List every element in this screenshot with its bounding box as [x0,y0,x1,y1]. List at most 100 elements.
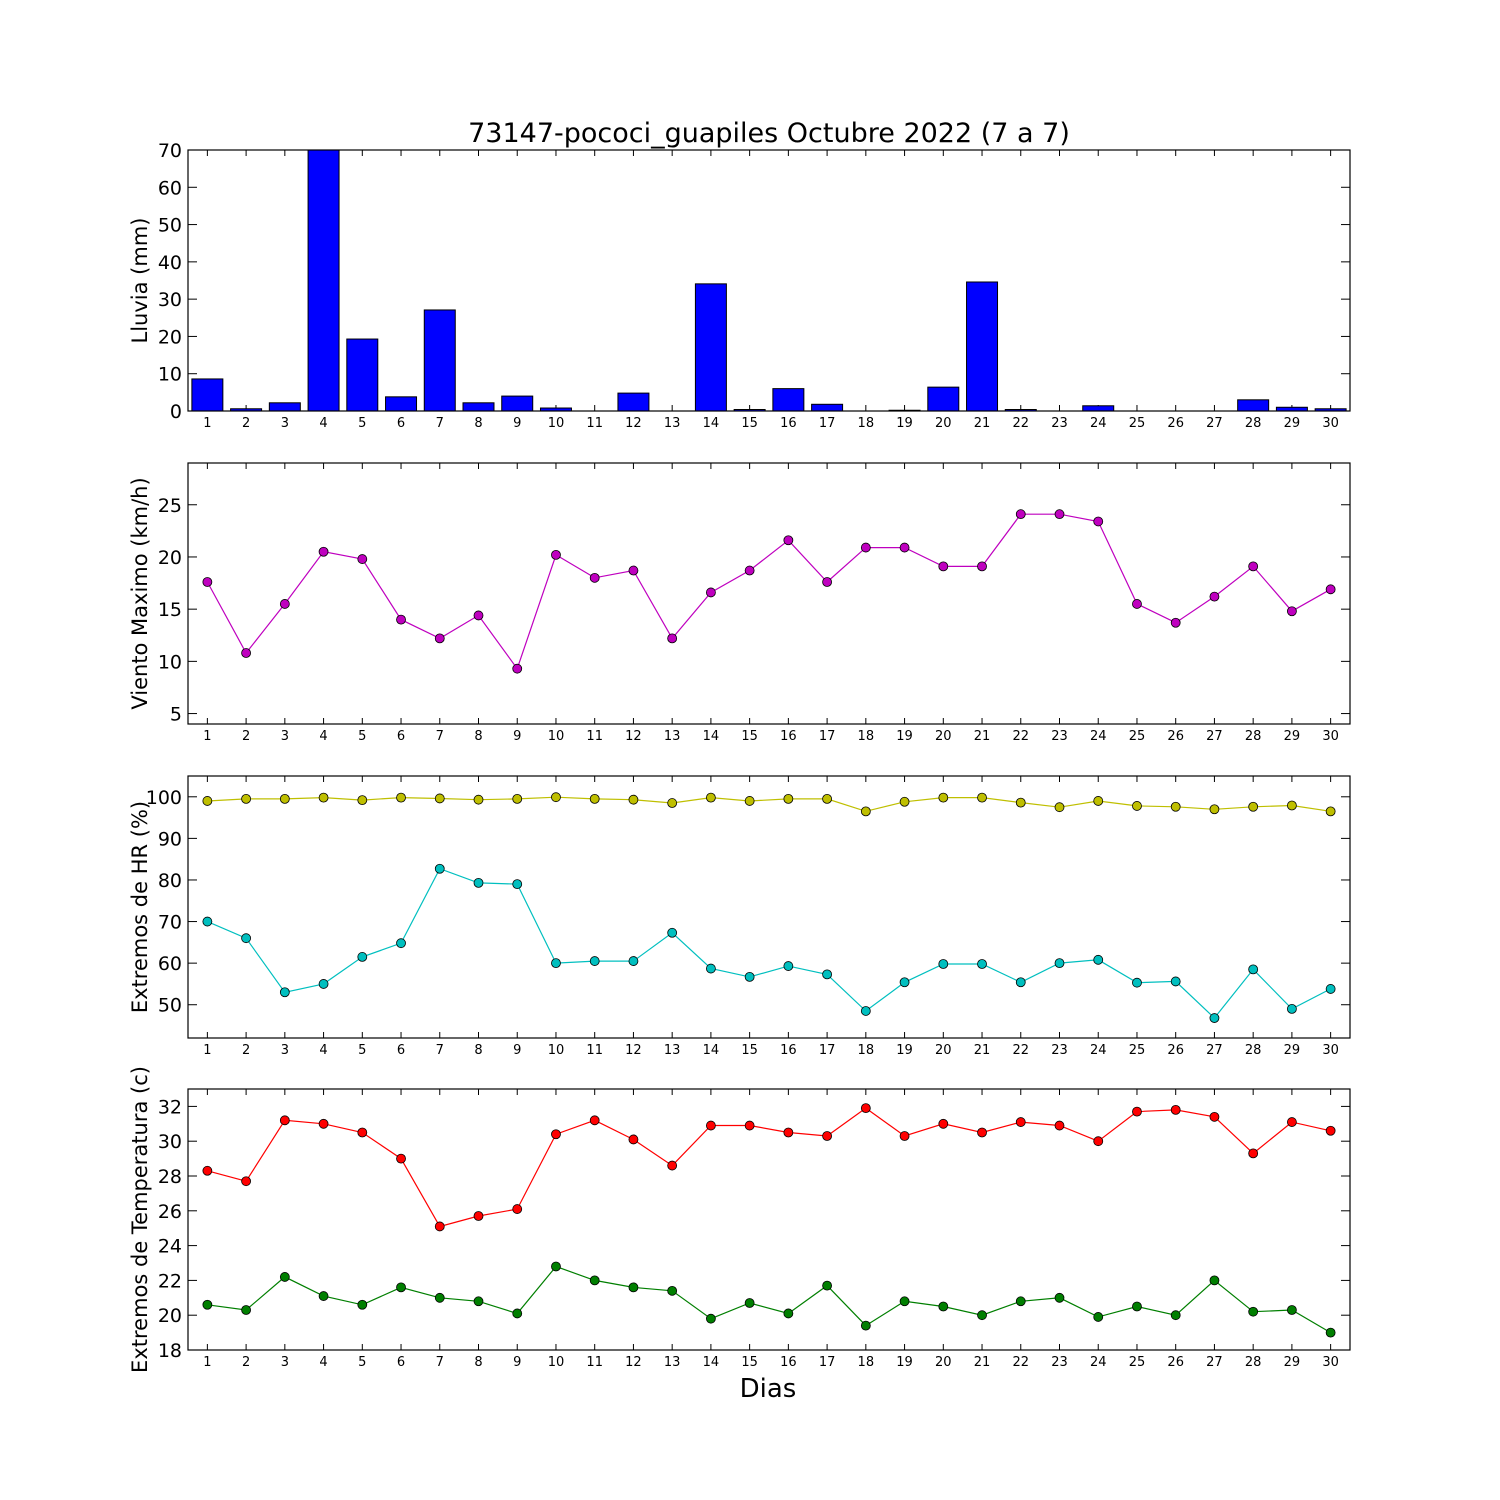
rain-bar [307,149,340,412]
data-point [977,1310,987,1321]
data-point [1325,1327,1336,1338]
data-point [512,1204,523,1214]
x-axis-label: Dias [740,1374,797,1404]
x-tick-label: 13 [664,729,681,744]
data-point [1054,1120,1065,1131]
x-tick-label: 19 [896,1043,913,1058]
x-tick-label: 14 [703,1043,720,1058]
data-point [783,535,794,546]
y-axis-label: Extremos de HR (%) [128,801,152,1013]
y-tick-label: 100 [146,787,182,809]
series-line-2 [207,1265,1331,1334]
data-point [1132,599,1142,609]
axes-frame [187,462,1351,725]
rain-bar [694,283,727,412]
data-point [241,1176,252,1187]
data-point [512,1308,523,1319]
data-point [1170,801,1181,812]
x-tick-label: 23 [1051,1043,1068,1058]
x-tick-label: 11 [586,729,603,744]
x-tick-label: 17 [819,1043,836,1058]
data-point [822,793,832,804]
y-tick-label: 32 [158,1096,182,1118]
data-point [318,546,329,557]
x-tick-label: 1 [203,1043,211,1058]
axes-frame [187,1088,1351,1351]
y-tick-label: 90 [158,828,182,850]
x-tick-label: 2 [242,1043,250,1058]
x-tick-label: 7 [436,416,444,431]
x-tick-label: 5 [358,1043,366,1058]
data-point [977,1127,987,1138]
y-tick-label: 10 [158,364,182,386]
x-tick-label: 9 [513,1043,521,1058]
data-point [938,561,949,572]
x-tick-label: 13 [664,1355,681,1370]
data-point [589,1275,600,1286]
data-point [667,1160,678,1171]
data-point [1325,806,1336,817]
data-point [706,792,716,803]
data-point [938,792,949,803]
x-tick-label: 17 [819,729,836,744]
x-tick-label: 11 [586,1043,603,1058]
data-point [1209,804,1220,815]
x-tick-label: 6 [397,729,405,744]
data-point [667,927,678,938]
figure-title: 73147-pococi_guapiles Octubre 2022 (7 a … [468,118,1070,149]
x-tick-label: 25 [1129,729,1146,744]
x-tick-label: 8 [474,1355,482,1370]
x-tick-label: 10 [548,729,565,744]
x-tick-label: 6 [397,416,405,431]
x-tick-label: 4 [319,1355,327,1370]
x-tick-label: 30 [1322,1355,1339,1370]
data-point [551,1129,561,1140]
x-tick-label: 8 [474,1043,482,1058]
data-point [202,577,213,587]
rain-bar [501,395,534,412]
data-point [551,1261,561,1272]
x-tick-label: 21 [974,1043,991,1058]
x-tick-label: 4 [319,416,327,431]
x-tick-label: 26 [1167,1043,1184,1058]
data-point [1287,606,1297,617]
y-tick-label: 20 [158,326,182,348]
data-point [822,577,832,587]
y-tick-label: 30 [158,1131,182,1153]
data-point [279,599,290,609]
data-point [667,633,678,644]
data-point [1248,801,1259,812]
x-tick-label: 21 [974,1355,991,1370]
x-tick-label: 20 [935,729,952,744]
x-tick-label: 25 [1129,416,1146,431]
data-point [899,977,910,988]
data-point [473,877,484,888]
y-tick-label: 60 [158,953,182,975]
data-point [744,565,755,576]
data-point [1015,509,1026,520]
x-tick-label: 21 [974,416,991,431]
x-tick-label: 25 [1129,1043,1146,1058]
series-line-1 [206,513,1331,670]
rain-bar [966,281,999,412]
x-tick-label: 17 [819,416,836,431]
x-tick-label: 23 [1051,416,1068,431]
x-tick-label: 20 [935,1043,952,1058]
x-tick-label: 7 [436,1355,444,1370]
x-tick-label: 9 [513,1355,521,1370]
x-tick-label: 13 [664,1043,681,1058]
x-tick-label: 27 [1206,729,1223,744]
data-point [1170,1310,1181,1321]
x-tick-label: 18 [858,1355,875,1370]
y-tick-label: 24 [158,1236,182,1258]
x-tick-label: 27 [1206,1043,1223,1058]
y-tick-label: 70 [158,140,182,162]
data-point [628,1282,639,1293]
x-tick-label: 30 [1322,729,1339,744]
rain-bar [423,309,456,412]
y-tick-label: 22 [158,1270,182,1292]
y-tick-label: 25 [158,495,182,517]
